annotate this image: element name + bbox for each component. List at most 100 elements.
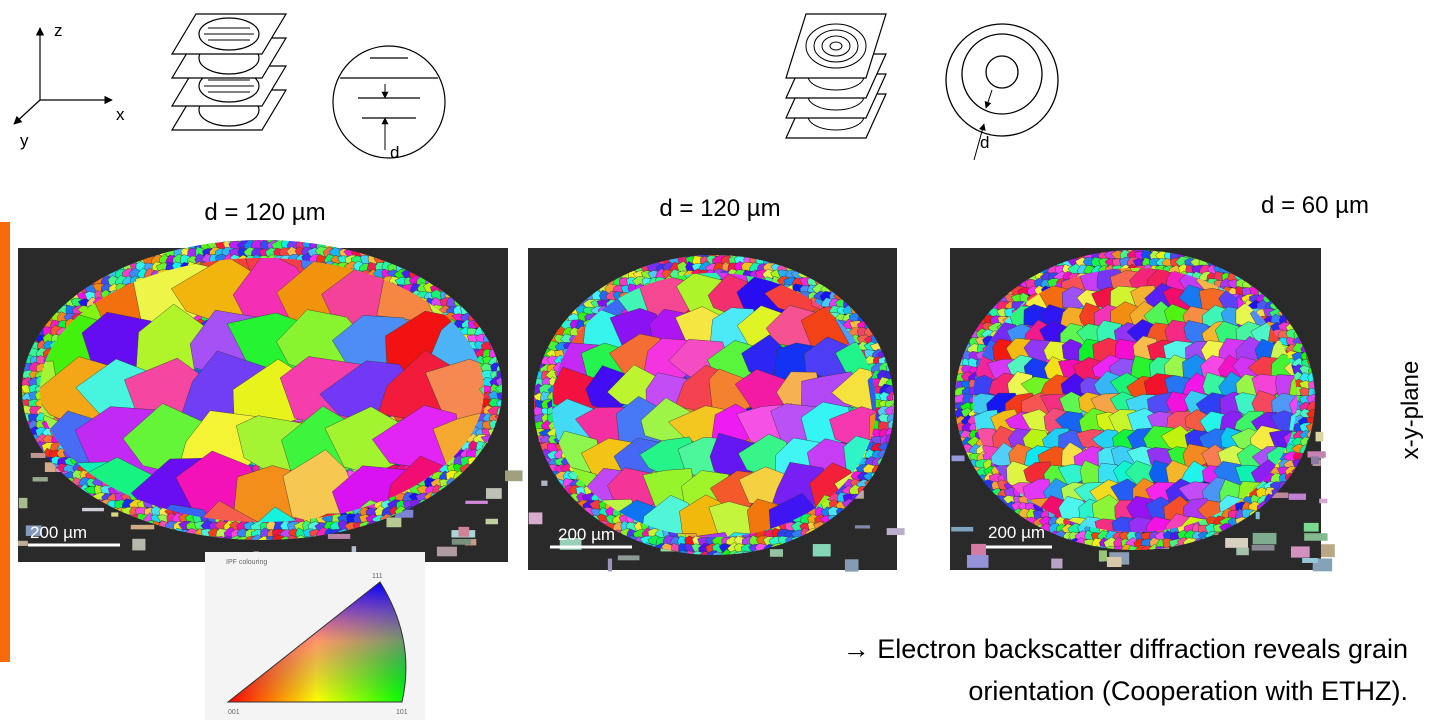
texture xyxy=(437,547,457,557)
grain xyxy=(439,159,528,224)
grain xyxy=(194,226,207,237)
grain xyxy=(382,233,393,244)
grain xyxy=(230,227,243,235)
grain xyxy=(179,227,193,238)
grain xyxy=(86,234,99,244)
texture xyxy=(387,517,402,527)
grain xyxy=(58,233,70,243)
axis-label: y xyxy=(20,131,29,150)
grain xyxy=(108,227,120,237)
grain xyxy=(135,235,149,244)
grain xyxy=(0,157,64,230)
grain xyxy=(367,227,380,237)
grain xyxy=(244,226,256,238)
grain xyxy=(374,226,387,236)
grain xyxy=(115,227,128,236)
texture xyxy=(541,481,547,486)
grain xyxy=(267,227,279,236)
grain xyxy=(99,233,113,244)
grain xyxy=(468,226,481,236)
grain xyxy=(433,226,446,235)
texture xyxy=(845,559,859,571)
grain xyxy=(361,227,372,236)
grain xyxy=(293,225,308,236)
texture xyxy=(608,559,612,572)
grain xyxy=(71,226,82,235)
grain xyxy=(482,226,494,236)
grain xyxy=(315,234,329,242)
grain xyxy=(381,226,395,236)
grain xyxy=(438,227,451,238)
grain xyxy=(468,232,480,242)
texture xyxy=(31,453,46,458)
grain xyxy=(179,233,192,242)
texture xyxy=(529,512,543,524)
grain xyxy=(114,233,128,243)
grain xyxy=(403,226,417,237)
grain xyxy=(186,233,198,243)
axis-label: z xyxy=(54,21,63,40)
grain xyxy=(379,164,457,223)
schematic-label: d xyxy=(390,143,399,162)
layer-schematic xyxy=(172,14,445,158)
grain xyxy=(29,232,42,244)
grain xyxy=(20,225,34,237)
grain xyxy=(288,226,300,236)
grain xyxy=(354,232,366,244)
grain xyxy=(238,226,250,236)
grain xyxy=(410,225,421,236)
grain xyxy=(174,232,186,244)
grain xyxy=(22,233,34,243)
grain xyxy=(65,225,77,237)
grain xyxy=(100,225,113,237)
grain xyxy=(158,226,171,237)
grain xyxy=(35,226,49,237)
grain xyxy=(439,233,451,242)
grain xyxy=(15,233,26,244)
grain xyxy=(152,234,163,243)
grain xyxy=(93,227,106,236)
grain xyxy=(446,234,457,244)
grain xyxy=(86,226,99,236)
grain xyxy=(122,232,134,244)
grain xyxy=(173,226,186,236)
grain xyxy=(504,233,516,242)
grain xyxy=(475,227,487,237)
texture xyxy=(505,470,522,481)
grain xyxy=(42,233,55,244)
texture xyxy=(887,528,905,535)
grain xyxy=(315,227,331,237)
grain xyxy=(50,226,61,235)
slide: z x y d d d = 120 µm d = 120 µm d = 60 µ… xyxy=(0,0,1439,720)
grain xyxy=(451,233,465,243)
texture xyxy=(131,525,154,530)
texture xyxy=(458,527,469,537)
axes-icon xyxy=(14,28,112,124)
grain xyxy=(216,227,228,237)
grain xyxy=(202,235,214,244)
grain xyxy=(202,225,213,236)
schematic-label: d xyxy=(980,133,989,152)
grain xyxy=(253,226,264,236)
grain xyxy=(332,233,343,242)
texture xyxy=(82,508,104,511)
grain xyxy=(282,225,294,236)
grain xyxy=(51,234,62,243)
grain xyxy=(165,226,179,238)
texture xyxy=(855,525,870,528)
texture xyxy=(33,477,48,481)
grain xyxy=(310,234,321,243)
grain xyxy=(222,225,235,235)
texture xyxy=(486,519,498,524)
grain xyxy=(347,227,360,236)
grain xyxy=(453,226,464,235)
grain xyxy=(459,225,473,236)
grain xyxy=(43,226,55,237)
grain xyxy=(324,225,337,237)
axis-label: x xyxy=(116,105,125,124)
grain xyxy=(145,233,157,243)
grain xyxy=(108,234,120,245)
grain xyxy=(309,226,322,237)
grain xyxy=(93,233,105,243)
grain xyxy=(418,234,428,244)
